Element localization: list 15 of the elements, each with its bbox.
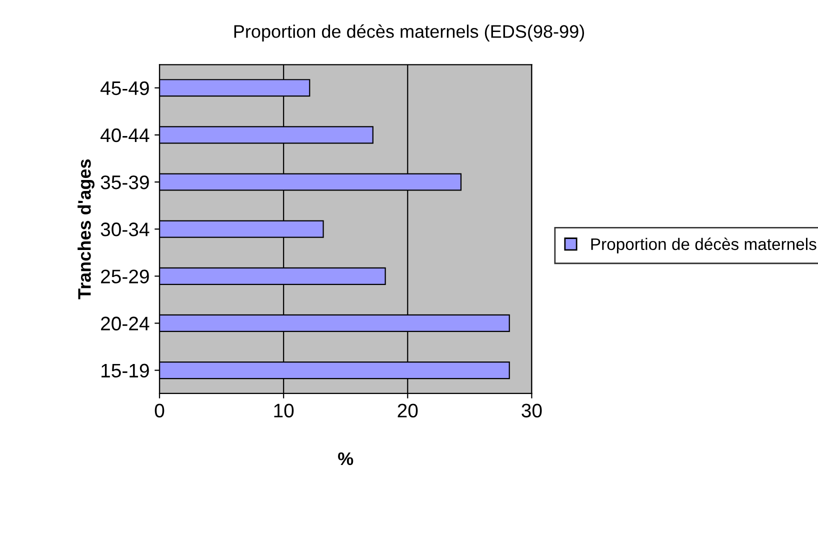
y-tick-label: 35-39 [100, 175, 149, 190]
y-tick-label: 15-19 [102, 364, 149, 378]
y-axis-title: Tranches d'ages [78, 159, 95, 300]
y-tick-label: 40-44 [100, 128, 150, 142]
y-tick-label: 30-34 [100, 222, 150, 236]
y-tick-label: 20-24 [101, 316, 150, 330]
chart-title: Proportion de décès maternels (EDS(98-99) [234, 24, 584, 42]
x-tick-label: 0 [154, 404, 164, 418]
legend-label: Proportion de décès maternels [591, 238, 816, 254]
x-tick-label: 10 [274, 404, 294, 418]
y-tick-label: 45-49 [100, 81, 149, 96]
x-tick-label: 20 [398, 404, 418, 418]
x-axis-title: % [338, 452, 354, 466]
y-tick-label: 25-29 [101, 270, 149, 284]
x-tick-label: 30 [522, 404, 542, 418]
